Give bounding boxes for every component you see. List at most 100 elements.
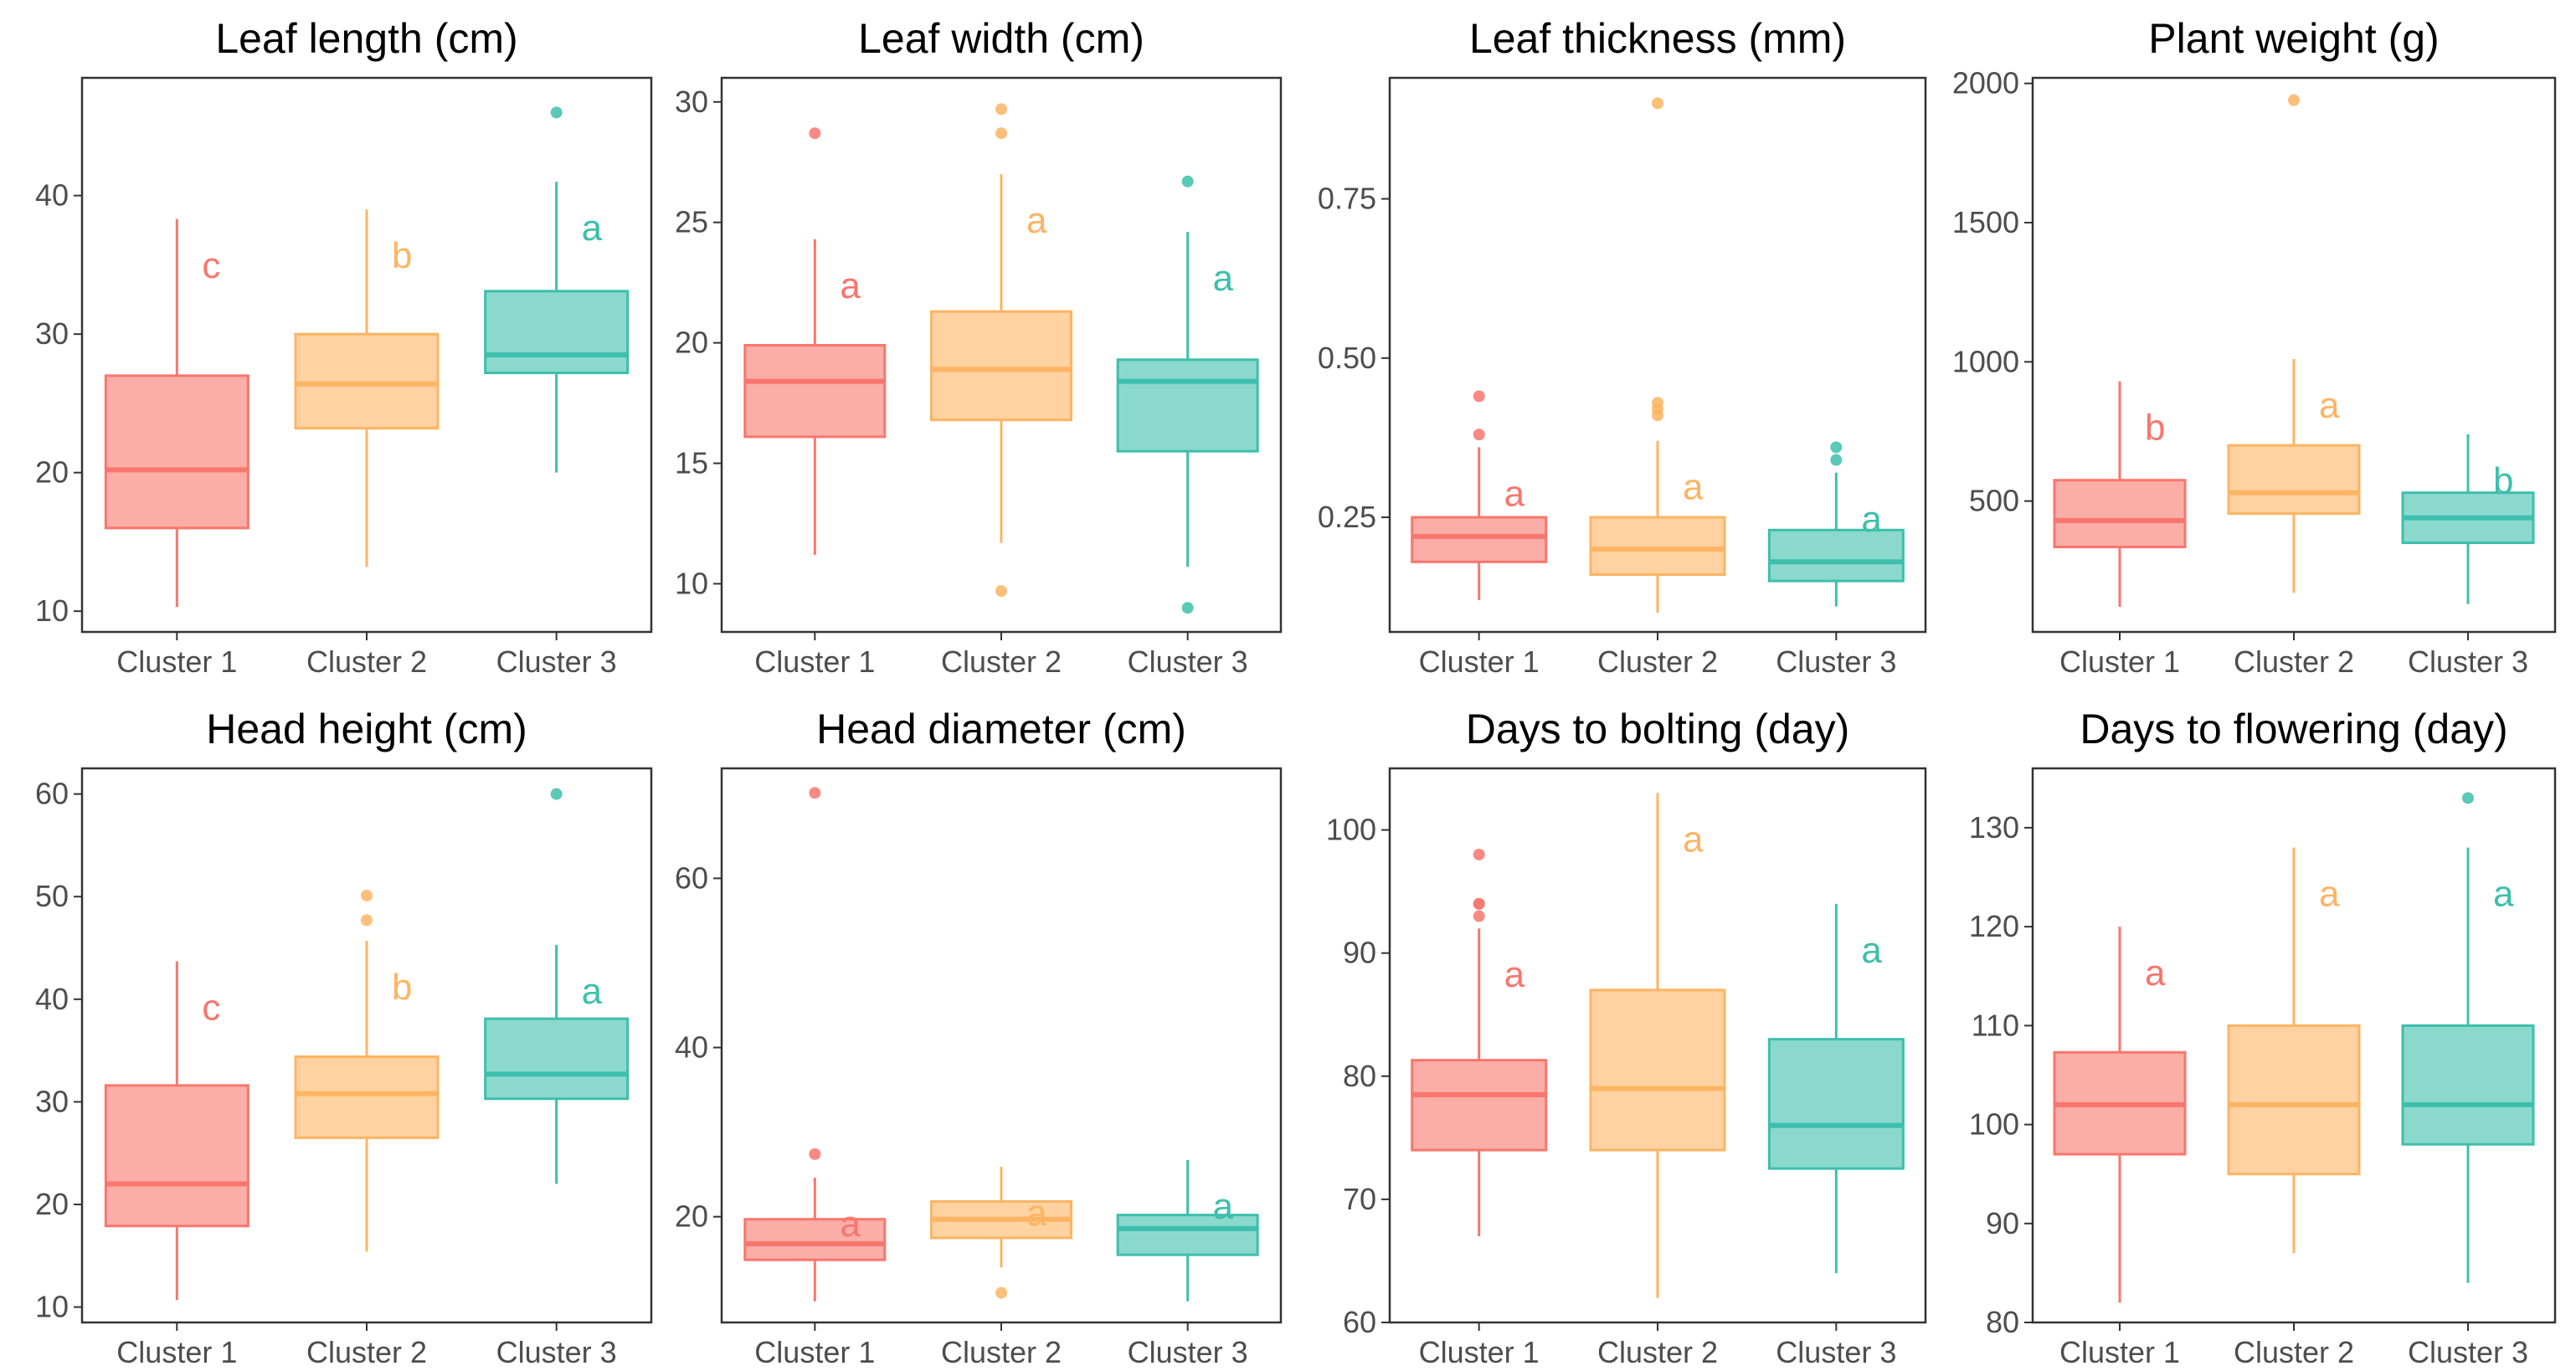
iqr-box [1411,516,1548,563]
box-2: a [930,1167,1072,1299]
significance-letter: a [840,265,861,306]
x-tick-label: Cluster 2 [306,1335,427,1369]
y-tick-label: 20 [35,455,69,490]
panel-1: Leaf length (cm) 10 20 30 40 c Cluster 1 b Clust… [35,15,653,679]
panel-2: Leaf width (cm) 10 15 20 25 30 a Cluster 1 a Clus… [675,15,1283,679]
y-tick-label: 10 [675,566,708,600]
iqr-box [104,1084,249,1228]
box-2: a [2227,94,2361,593]
significance-letter: a [1213,1186,1234,1227]
outlier-point [1652,97,1663,110]
x-tick-label: Cluster 3 [2408,644,2528,679]
iqr-box [1767,1038,1905,1170]
iqr-box [1589,516,1726,577]
significance-letter: a [1026,200,1047,241]
iqr-box [104,374,249,530]
significance-letter: a [1504,954,1525,995]
panel-title: Plant weight (g) [2148,15,2439,62]
y-tick-label: 60 [675,860,708,895]
x-tick-label: Cluster 3 [1128,644,1248,679]
iqr-box [1767,528,1905,583]
x-tick-label: Cluster 1 [2059,1335,2180,1369]
y-tick-label: 20 [35,1187,69,1221]
y-tick-label: 30 [35,1084,69,1118]
outlier-point [995,127,1007,140]
y-tick-label: 0.75 [1318,182,1376,216]
outlier-point [1652,397,1663,409]
panel-title: Leaf thickness (mm) [1469,15,1846,62]
box-3: a [1767,441,1905,607]
y-tick-label: 80 [1986,1305,2019,1339]
y-tick-label: 110 [1972,1008,2019,1042]
x-tick-label: Cluster 1 [116,1335,237,1369]
outlier-point [550,106,563,119]
outlier-point [2288,94,2300,106]
outlier-point [1473,897,1485,910]
box-2: a [2227,847,2361,1254]
significance-letter: a [1683,819,1704,860]
box-1: a [743,787,887,1302]
outlier-point [550,788,563,800]
panel-8: Days to flowering (day) 80 90 100 110 120 130 a… [1969,706,2557,1369]
significance-letter: a [1213,258,1234,299]
x-tick-label: Cluster 2 [2234,644,2354,679]
panel-title: Leaf width (cm) [858,15,1144,62]
x-tick-label: Cluster 3 [496,1335,617,1369]
outlier-point [995,103,1007,116]
y-tick-label: 40 [675,1030,708,1065]
y-tick-label: 0.25 [1318,500,1376,534]
y-tick-label: 20 [675,326,708,360]
y-tick-label: 500 [1969,484,2019,518]
y-tick-label: 100 [1326,813,1376,847]
iqr-box [484,290,630,375]
panel-border [80,767,653,1324]
outlier-point [809,787,821,799]
significance-letter: a [1861,499,1882,540]
x-tick-label: Cluster 3 [1776,1335,1896,1369]
significance-letter: c [202,987,220,1028]
iqr-box [743,343,887,439]
outlier-point [1473,429,1485,441]
box-1: a [743,127,887,555]
iqr-box [2227,1024,2361,1176]
iqr-box [2053,479,2187,549]
outlier-point [1473,910,1485,922]
panel-border [1388,76,1927,634]
significance-letter: a [840,1204,861,1245]
outlier-point [995,585,1007,598]
x-tick-label: Cluster 3 [2408,1335,2528,1369]
y-tick-label: 40 [35,178,69,213]
y-tick-label: 25 [675,205,708,239]
x-tick-label: Cluster 2 [941,644,1062,679]
box-1: c [104,961,249,1301]
panel-title: Head diameter (cm) [816,706,1186,752]
y-tick-label: 60 [35,777,69,811]
x-tick-label: Cluster 3 [1128,1335,1248,1369]
significance-letter: a [1683,467,1704,508]
significance-letter: a [582,971,603,1012]
panel-3: Leaf thickness (mm) 0.25 0.50 0.75 a Cluster … [1318,15,1927,679]
box-3: a [484,788,630,1184]
y-tick-label: 2000 [1952,66,2019,100]
y-tick-label: 100 [1969,1107,2019,1142]
y-tick-label: 1000 [1952,344,2019,378]
iqr-box [2227,444,2361,516]
y-tick-label: 15 [675,446,708,480]
panel-title: Days to bolting (day) [1466,706,1850,752]
x-tick-label: Cluster 1 [1419,1335,1540,1369]
significance-letter: b [392,967,412,1008]
panel-border [80,76,653,634]
box-3: a [2401,792,2535,1283]
outlier-point [1473,848,1485,860]
iqr-box [294,1055,440,1139]
outlier-point [809,127,821,140]
significance-letter: b [392,235,412,276]
box-1: a [1411,390,1548,600]
x-tick-label: Cluster 2 [941,1335,1062,1369]
panel-4: Plant weight (g) 500 1000 1500 2000 b Cluster … [1952,15,2557,679]
box-3: a [484,106,630,473]
box-2: a [1589,97,1726,614]
y-tick-label: 60 [1343,1305,1376,1339]
box-2: a [1589,793,1726,1298]
iqr-box [743,1218,887,1261]
